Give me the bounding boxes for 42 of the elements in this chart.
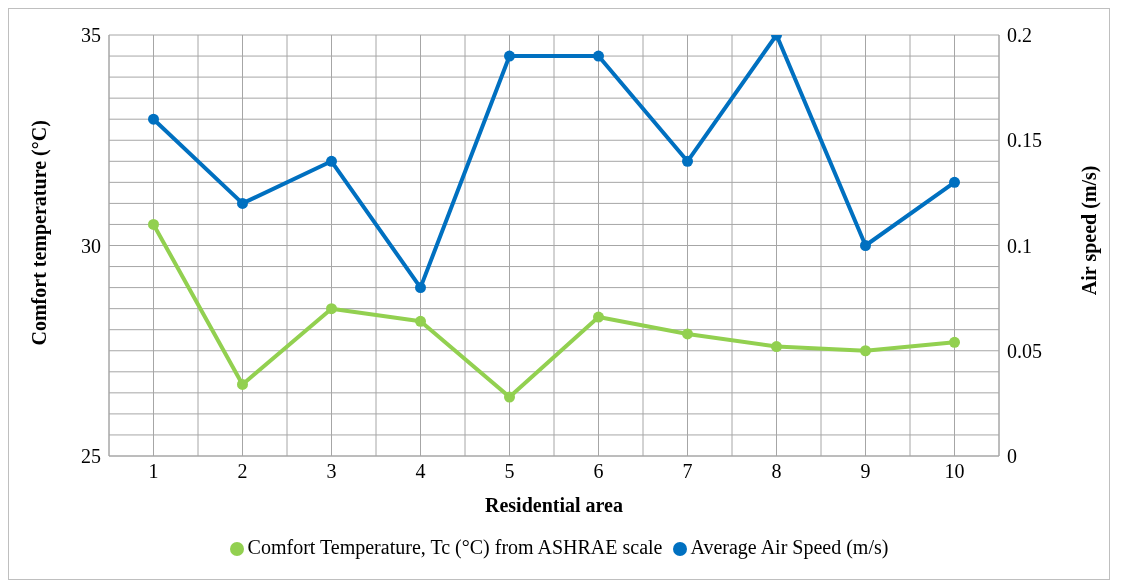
point: [504, 50, 515, 62]
point: [860, 345, 871, 357]
x-axis-title: Residential area: [485, 494, 623, 516]
point: [949, 336, 960, 348]
point: [860, 240, 871, 251]
point: [415, 315, 426, 327]
point: [326, 155, 337, 167]
x-tick-label: 8: [771, 460, 782, 483]
x-tick-label: 3: [326, 460, 337, 483]
point: [148, 113, 159, 125]
point: [237, 197, 248, 209]
y2-tick-label: 0.2: [1007, 24, 1032, 47]
x-tick-label: 7: [682, 460, 693, 483]
x-tick-label: 5: [504, 460, 515, 483]
x-tick-label: 10: [944, 460, 965, 483]
x-tick-label: 9: [860, 460, 871, 483]
y2-tick-label: 0.05: [1007, 339, 1042, 362]
x-tick-label: 6: [593, 460, 604, 483]
y-tick-label: 30: [81, 234, 101, 257]
point: [949, 176, 960, 188]
point: [148, 218, 159, 230]
y-tick-label: 35: [81, 24, 101, 47]
point: [326, 303, 337, 315]
y2-tick-label: 0: [1007, 445, 1017, 468]
y-axis-title: Comfort temperature (°C): [28, 120, 52, 346]
x-tick-label: 2: [237, 460, 248, 483]
legend-label: Comfort Temperature, Tc (°C) from ASHRAE scale: [247, 536, 663, 558]
point: [682, 155, 693, 167]
y-tick-label: 25: [81, 445, 101, 468]
legend-label: Average Air Speed (m/s): [690, 536, 889, 558]
point: [504, 391, 515, 403]
point: [237, 378, 248, 390]
point: [593, 311, 604, 323]
x-tick-label: 1: [148, 460, 159, 483]
x-tick-label: 4: [415, 460, 426, 483]
y2-axis-title: Air speed (m/s): [1078, 165, 1102, 296]
y2-tick-label: 0.15: [1007, 129, 1042, 152]
point: [415, 282, 426, 294]
point: [593, 50, 604, 62]
point: [771, 341, 782, 353]
y2-tick-label: 0.1: [1007, 234, 1032, 257]
point: [682, 328, 693, 340]
